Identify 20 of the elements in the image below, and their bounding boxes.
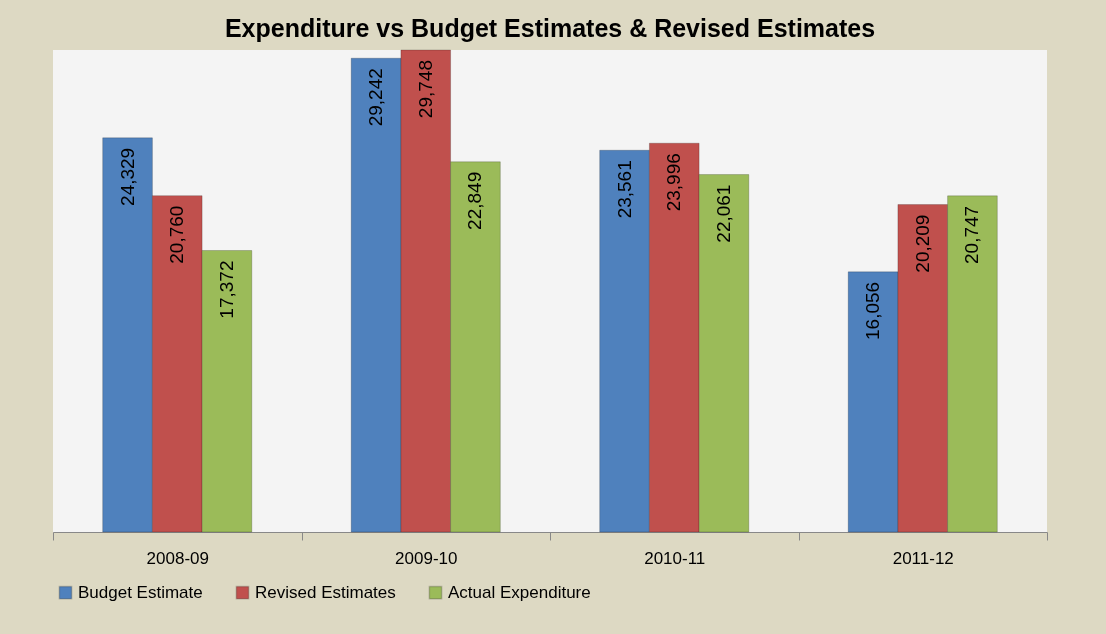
data-label: 20,209 <box>911 214 933 273</box>
data-label: 20,760 <box>166 205 188 264</box>
data-label: 29,242 <box>365 68 387 127</box>
x-tick-label: 2010-11 <box>644 548 706 568</box>
x-tick-label: 2009-10 <box>395 548 458 568</box>
legend-label: Budget Estimate <box>78 582 203 602</box>
data-label: 29,748 <box>414 60 436 119</box>
legend-label: Actual Expenditure <box>448 582 591 602</box>
chart-title: Expenditure vs Budget Estimates & Revised Estimates <box>224 13 876 42</box>
data-label: 17,372 <box>215 260 237 319</box>
data-label: 24,329 <box>116 147 138 206</box>
data-label: 20,747 <box>961 205 983 264</box>
data-label: 22,061 <box>712 184 734 243</box>
data-label: 23,996 <box>663 153 685 212</box>
data-label: 23,561 <box>613 160 635 219</box>
x-tick-label: 2011-12 <box>892 548 954 568</box>
data-label: 22,849 <box>464 171 486 230</box>
data-label: 16,056 <box>862 281 884 340</box>
legend-label: Revised Estimates <box>255 582 396 602</box>
x-tick-label: 2008-09 <box>146 548 209 568</box>
